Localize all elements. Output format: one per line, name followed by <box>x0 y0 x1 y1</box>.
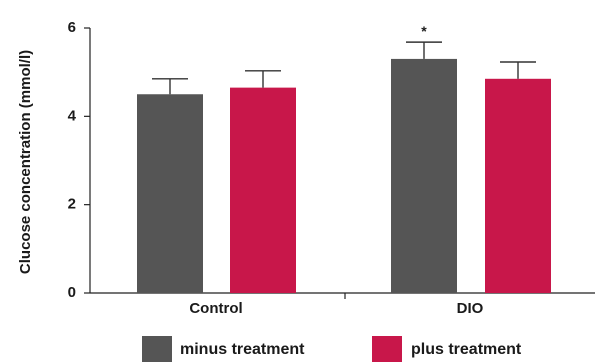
y-tick-label: 6 <box>68 19 76 36</box>
category-label: DIO <box>457 300 484 317</box>
y-tick-label: 0 <box>68 284 76 301</box>
y-ticks: 0 2 4 6 <box>68 19 90 301</box>
legend: minus treatment plus treatment <box>142 336 522 362</box>
bar <box>485 78 551 294</box>
bar <box>137 94 203 293</box>
legend-label: minus treatment <box>180 341 305 358</box>
bar <box>230 87 296 293</box>
legend-swatch <box>372 336 402 362</box>
y-tick-label: 2 <box>68 196 76 213</box>
y-axis-label: Clucose concentration (mmol/l) <box>17 50 34 274</box>
category-label: Control <box>189 300 242 317</box>
bars: * <box>137 23 551 294</box>
legend-swatch <box>142 336 172 362</box>
significance-marker: * <box>421 23 427 39</box>
y-tick-label: 4 <box>68 107 77 124</box>
category-labels: Control DIO <box>189 300 483 317</box>
bar <box>391 58 457 293</box>
legend-label: plus treatment <box>411 341 522 358</box>
